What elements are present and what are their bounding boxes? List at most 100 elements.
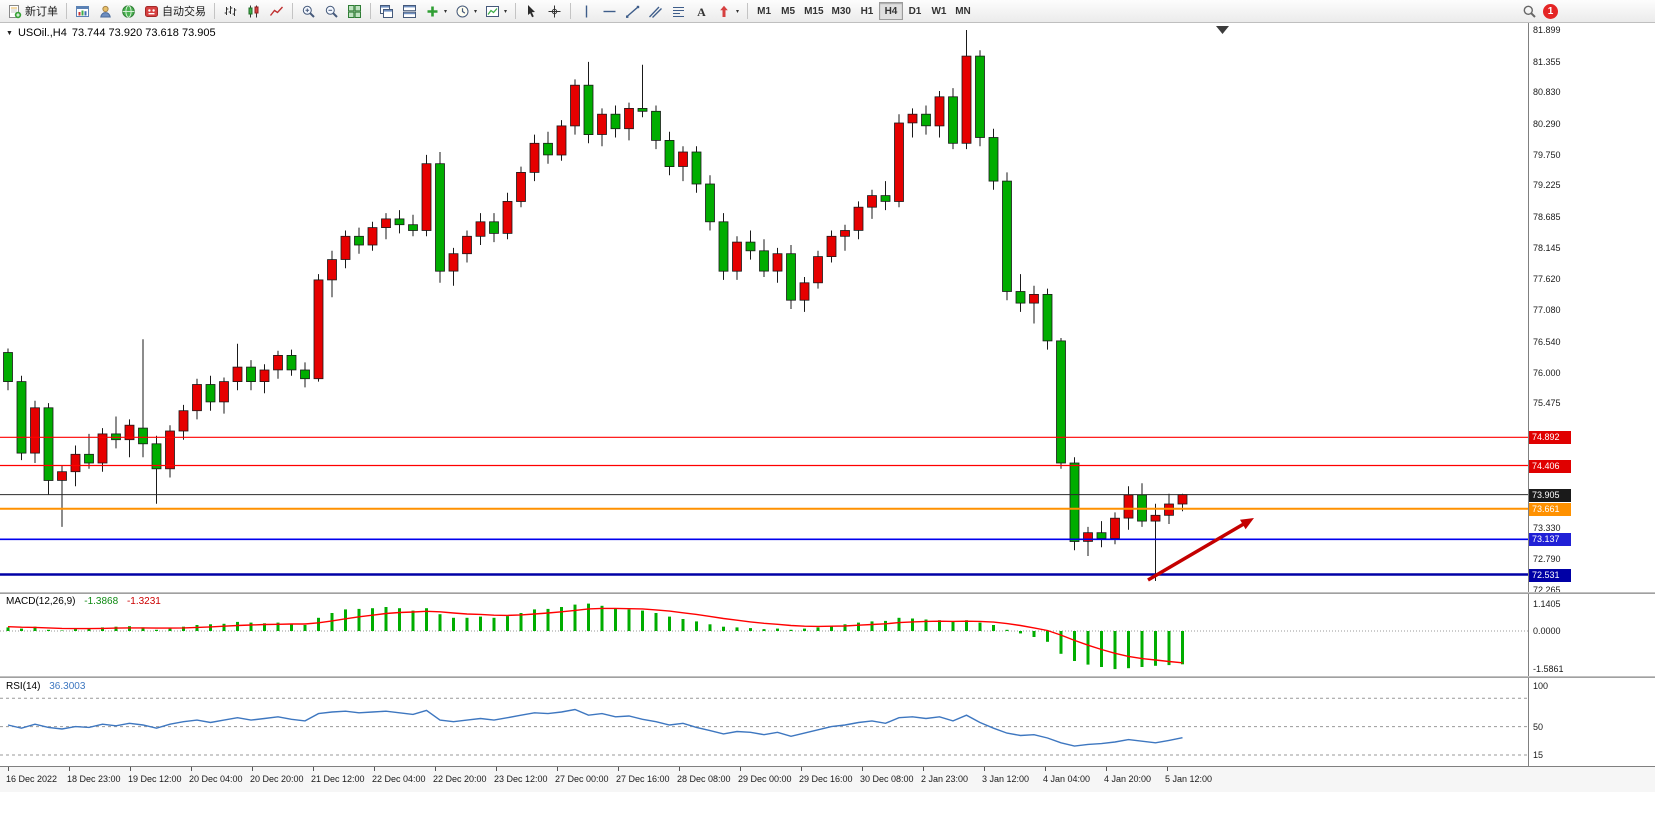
candle bbox=[489, 221, 499, 234]
vertical-line-tool-button[interactable] bbox=[575, 1, 598, 21]
trendline-tool-button[interactable] bbox=[621, 1, 644, 21]
text-icon: A bbox=[697, 5, 706, 19]
time-axis-tick bbox=[679, 767, 680, 771]
chevron-down-icon: ▾ bbox=[444, 8, 448, 15]
templates-button[interactable]: ▾ bbox=[481, 1, 511, 21]
tile-windows-button[interactable] bbox=[343, 1, 366, 21]
candlestick-chart-button[interactable] bbox=[242, 1, 265, 21]
timeframe-button-m15[interactable]: M15 bbox=[800, 2, 827, 20]
panel-separator[interactable] bbox=[0, 592, 1655, 594]
timeframe-button-w1[interactable]: W1 bbox=[927, 2, 951, 20]
time-axis-label: 4 Jan 20:00 bbox=[1104, 774, 1152, 784]
panel-separator[interactable] bbox=[0, 676, 1655, 678]
arrows-tool-button[interactable]: ▾ bbox=[713, 1, 743, 21]
autotrading-button[interactable]: 自动交易 bbox=[140, 1, 210, 21]
fibonacci-icon bbox=[673, 6, 685, 17]
text-tool-button[interactable]: A bbox=[690, 1, 713, 21]
market-watch-icon bbox=[122, 4, 135, 18]
candle bbox=[840, 230, 850, 237]
horizontal-line-icon bbox=[603, 10, 616, 12]
candle bbox=[718, 221, 729, 272]
candle bbox=[192, 384, 202, 412]
candle bbox=[286, 354, 297, 371]
autotrading-icon bbox=[145, 5, 158, 17]
candle bbox=[30, 407, 40, 454]
candle bbox=[705, 183, 715, 223]
candle bbox=[934, 96, 945, 127]
time-axis-tick bbox=[191, 767, 192, 771]
window-bottom-area bbox=[0, 792, 1655, 824]
candle bbox=[327, 259, 337, 281]
candle bbox=[16, 381, 27, 454]
periods-clock-icon bbox=[456, 5, 469, 17]
zoom-out-button[interactable] bbox=[320, 1, 343, 21]
timeframe-button-m5[interactable]: M5 bbox=[776, 2, 800, 20]
candle bbox=[475, 221, 486, 237]
bar-chart-icon bbox=[224, 5, 237, 16]
price-axis[interactable]: 81.899 81.355 80.830 80.290 79.750 79.225 78.6… bbox=[1528, 23, 1655, 766]
time-axis-label: 22 Dec 04:00 bbox=[372, 774, 426, 784]
cascade-windows-button[interactable] bbox=[375, 1, 398, 21]
periods-button[interactable]: ▾ bbox=[451, 1, 481, 21]
time-axis-tick bbox=[557, 767, 558, 771]
candle bbox=[502, 200, 513, 234]
candle bbox=[624, 108, 634, 130]
timeframe-button-m1[interactable]: M1 bbox=[752, 2, 776, 20]
candle bbox=[583, 84, 594, 135]
timeframe-button-h1[interactable]: H1 bbox=[855, 2, 879, 20]
candle bbox=[421, 163, 432, 231]
time-axis-tick bbox=[618, 767, 619, 771]
candle bbox=[1029, 293, 1039, 304]
line-chart-icon bbox=[269, 6, 284, 16]
line-chart-button[interactable] bbox=[265, 1, 288, 21]
chart-title: ▼ USOil.,H4 73.744 73.920 73.618 73.905 bbox=[6, 27, 216, 39]
time-axis-tick bbox=[374, 767, 375, 771]
trend-arrow-head[interactable] bbox=[1240, 518, 1254, 530]
indicators-button[interactable]: ▾ bbox=[421, 1, 451, 21]
channel-tool-button[interactable] bbox=[644, 1, 667, 21]
trend-arrow-line[interactable] bbox=[1147, 519, 1250, 582]
crosshair-button[interactable] bbox=[543, 1, 566, 21]
arrange-windows-button[interactable] bbox=[398, 1, 421, 21]
time-axis-tick bbox=[923, 767, 924, 771]
price-tick-label: 78.145 bbox=[1533, 243, 1561, 254]
notification-badge[interactable]: 1 bbox=[1543, 3, 1558, 19]
new-chart-button[interactable] bbox=[71, 1, 94, 21]
candle bbox=[448, 253, 459, 272]
timeframe-button-mn[interactable]: MN bbox=[951, 2, 975, 20]
bar-chart-button[interactable] bbox=[219, 1, 242, 21]
time-axis-label: 20 Dec 04:00 bbox=[189, 774, 243, 784]
time-axis-tick bbox=[313, 767, 314, 771]
candle bbox=[124, 424, 135, 441]
profiles-button[interactable] bbox=[94, 1, 117, 21]
price-tick-label: 77.620 bbox=[1533, 273, 1561, 284]
candle bbox=[637, 108, 648, 112]
candle bbox=[1083, 532, 1093, 542]
market-watch-button[interactable] bbox=[117, 1, 140, 21]
horizontal-line-tool-button[interactable] bbox=[598, 1, 621, 21]
candle bbox=[516, 171, 526, 202]
chevron-down-icon: ▾ bbox=[474, 8, 478, 15]
timeframe-button-m30[interactable]: M30 bbox=[828, 2, 855, 20]
zoom-in-button[interactable] bbox=[297, 1, 320, 21]
candle bbox=[1123, 494, 1134, 519]
candle bbox=[313, 279, 324, 380]
timeframe-button-d1[interactable]: D1 bbox=[903, 2, 927, 20]
zoom-in-icon bbox=[302, 5, 315, 18]
time-axis[interactable]: 16 Dec 2022 18 Dec 23:00 19 Dec 12:00 20 De… bbox=[0, 766, 1655, 792]
price-tag: 73.137 bbox=[1529, 533, 1571, 547]
candle bbox=[732, 241, 742, 272]
search-button[interactable] bbox=[1518, 1, 1541, 21]
symbol-period-label: USOil.,H4 bbox=[17, 27, 67, 39]
candle bbox=[97, 433, 108, 464]
cursor-button[interactable] bbox=[520, 1, 543, 21]
time-axis-label: 5 Jan 12:00 bbox=[1165, 774, 1213, 784]
rsi-scale-label: 50 bbox=[1533, 721, 1544, 732]
new-order-button[interactable]: 新订单 bbox=[3, 1, 62, 21]
timeframe-button-h4[interactable]: H4 bbox=[878, 2, 903, 20]
time-axis-label: 28 Dec 08:00 bbox=[677, 774, 731, 784]
price-tick-label: 72.790 bbox=[1533, 554, 1561, 565]
templates-icon bbox=[486, 5, 500, 17]
fibonacci-tool-button[interactable] bbox=[667, 1, 690, 21]
